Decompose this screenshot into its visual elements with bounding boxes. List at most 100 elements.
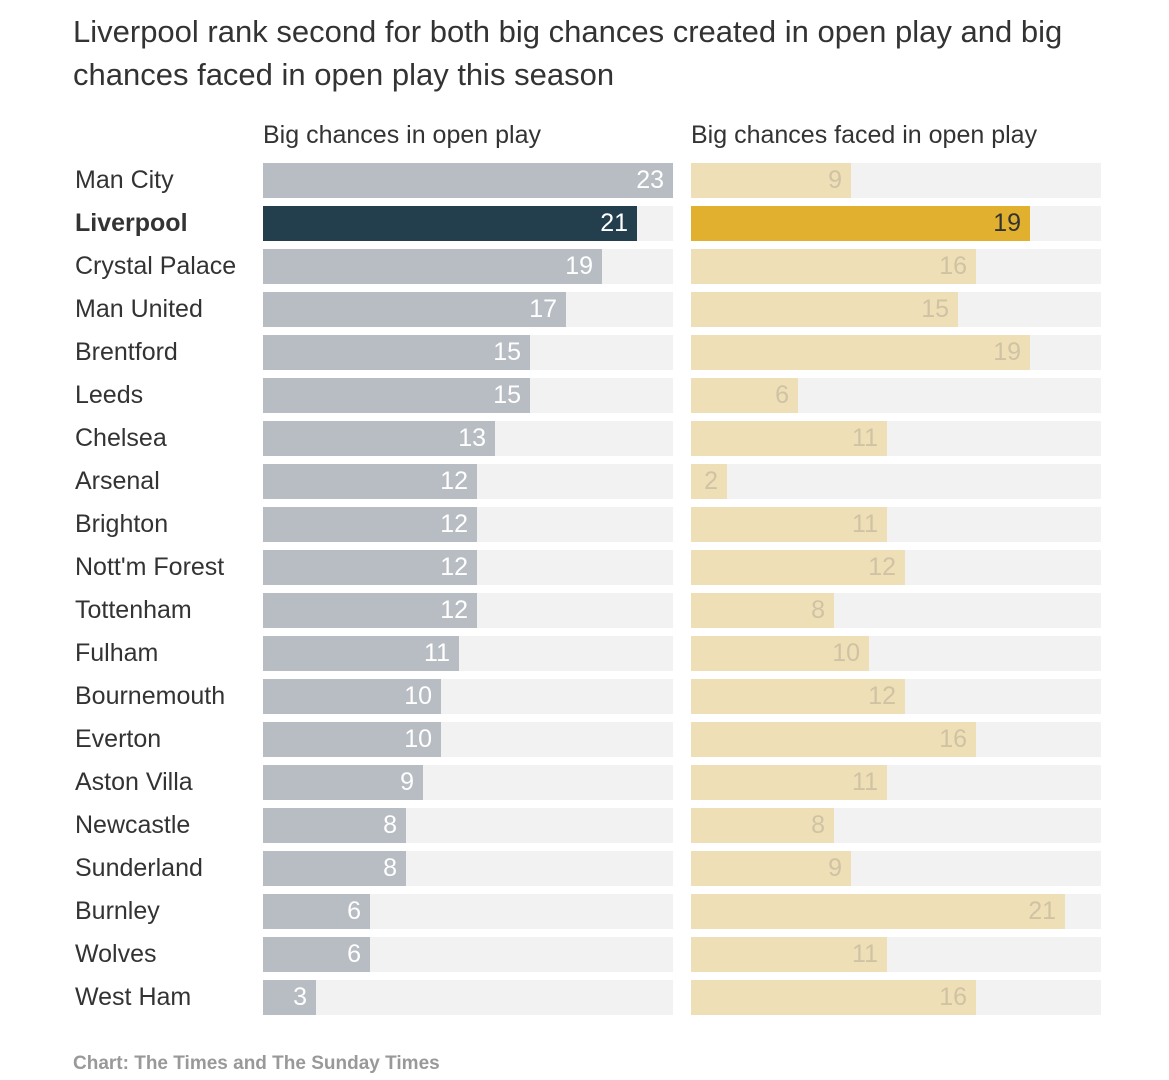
big-chances-bar — [263, 636, 459, 671]
team-label: Fulham — [75, 639, 159, 667]
team-row-man-united: Man United 17 15 — [0, 292, 1169, 327]
team-label: Liverpool — [75, 209, 188, 237]
big-chances-bar — [263, 378, 530, 413]
right-bar-track: 10 — [691, 636, 1101, 671]
bar-value-label: 8 — [811, 596, 825, 624]
big-chances-bar — [263, 765, 423, 800]
right-bar-track: 6 — [691, 378, 1101, 413]
team-label: Man United — [75, 295, 203, 323]
big-chances-faced-bar — [691, 464, 727, 499]
bar-value-label: 11 — [852, 510, 878, 538]
team-label: Bournemouth — [75, 682, 226, 710]
left-bar-track: 3 — [263, 980, 673, 1015]
bar-value-label: 8 — [383, 811, 397, 839]
right-bar-track: 19 — [691, 206, 1101, 241]
team-row-nott-m-forest: Nott'm Forest 12 12 — [0, 550, 1169, 585]
bar-value-label: 16 — [939, 725, 967, 753]
big-chances-faced-bar — [691, 163, 851, 198]
big-chances-faced-bar — [691, 335, 1030, 370]
left-bar-track: 10 — [263, 722, 673, 757]
bar-value-label: 8 — [811, 811, 825, 839]
big-chances-bar — [263, 206, 637, 241]
big-chances-bar — [263, 851, 406, 886]
big-chances-faced-bar — [691, 937, 887, 972]
bar-value-label: 17 — [529, 295, 557, 323]
team-row-chelsea: Chelsea 13 11 — [0, 421, 1169, 456]
big-chances-bar — [263, 292, 566, 327]
bar-value-label: 10 — [832, 639, 860, 667]
bar-value-label: 19 — [993, 209, 1021, 237]
bar-value-label: 6 — [775, 381, 789, 409]
big-chances-faced-bar — [691, 378, 798, 413]
left-bar-track: 15 — [263, 378, 673, 413]
right-bar-track: 15 — [691, 292, 1101, 327]
bar-value-label: 21 — [1028, 897, 1056, 925]
bar-value-label: 6 — [347, 940, 361, 968]
right-bar-track: 8 — [691, 808, 1101, 843]
big-chances-bar — [263, 593, 477, 628]
big-chances-bar — [263, 679, 441, 714]
bar-value-label: 21 — [600, 209, 628, 237]
right-bar-track: 9 — [691, 163, 1101, 198]
bar-value-label: 8 — [383, 854, 397, 882]
left-bar-track: 8 — [263, 808, 673, 843]
bar-value-label: 10 — [404, 725, 432, 753]
big-chances-bar — [263, 894, 370, 929]
team-label: Crystal Palace — [75, 252, 237, 280]
left-bar-track: 6 — [263, 937, 673, 972]
team-row-everton: Everton 10 16 — [0, 722, 1169, 757]
bar-value-label: 19 — [993, 338, 1021, 366]
bar-value-label: 12 — [440, 510, 468, 538]
big-chances-faced-bar — [691, 980, 976, 1015]
right-bar-track: 16 — [691, 722, 1101, 757]
team-row-brighton: Brighton 12 11 — [0, 507, 1169, 542]
big-chances-bar — [263, 421, 495, 456]
big-chances-faced-bar — [691, 808, 834, 843]
team-row-sunderland: Sunderland 8 9 — [0, 851, 1169, 886]
bar-value-label: 6 — [347, 897, 361, 925]
right-bar-track: 16 — [691, 980, 1101, 1015]
team-label: Nott'm Forest — [75, 553, 225, 581]
team-label: Newcastle — [75, 811, 191, 839]
left-bar-track: 12 — [263, 464, 673, 499]
team-label: Leeds — [75, 381, 144, 409]
big-chances-bar — [263, 163, 673, 198]
right-bar-track: 2 — [691, 464, 1101, 499]
bar-value-label: 12 — [440, 553, 468, 581]
bar-value-label: 10 — [404, 682, 432, 710]
left-bar-track: 13 — [263, 421, 673, 456]
bar-value-label: 12 — [868, 553, 896, 581]
team-label: Arsenal — [75, 467, 160, 495]
big-chances-faced-bar — [691, 851, 851, 886]
left-bar-track: 11 — [263, 636, 673, 671]
big-chances-bar — [263, 937, 370, 972]
team-row-aston-villa: Aston Villa 9 11 — [0, 765, 1169, 800]
left-bar-track: 6 — [263, 894, 673, 929]
bar-value-label: 23 — [636, 166, 664, 194]
team-label: Brighton — [75, 510, 169, 538]
right-bar-track: 8 — [691, 593, 1101, 628]
team-row-liverpool: Liverpool 21 19 — [0, 206, 1169, 241]
left-bar-track: 9 — [263, 765, 673, 800]
big-chances-faced-bar — [691, 249, 976, 284]
team-label: Wolves — [75, 940, 157, 968]
team-row-west-ham: West Ham 3 16 — [0, 980, 1169, 1015]
left-bar-track: 12 — [263, 550, 673, 585]
team-row-crystal-palace: Crystal Palace 19 16 — [0, 249, 1169, 284]
right-bar-track: 21 — [691, 894, 1101, 929]
team-row-newcastle: Newcastle 8 8 — [0, 808, 1169, 843]
big-chances-bar — [263, 722, 441, 757]
big-chances-faced-bar — [691, 206, 1030, 241]
bar-value-label: 11 — [852, 424, 878, 452]
big-chances-faced-bar — [691, 292, 958, 327]
bar-value-label: 12 — [868, 682, 896, 710]
team-label: Brentford — [75, 338, 178, 366]
big-chances-bar — [263, 249, 602, 284]
big-chances-faced-bar — [691, 507, 887, 542]
right-bar-track: 9 — [691, 851, 1101, 886]
right-bar-track: 11 — [691, 507, 1101, 542]
bar-value-label: 15 — [921, 295, 949, 323]
big-chances-bar — [263, 808, 406, 843]
team-row-man-city: Man City 23 9 — [0, 163, 1169, 198]
big-chances-bar — [263, 464, 477, 499]
